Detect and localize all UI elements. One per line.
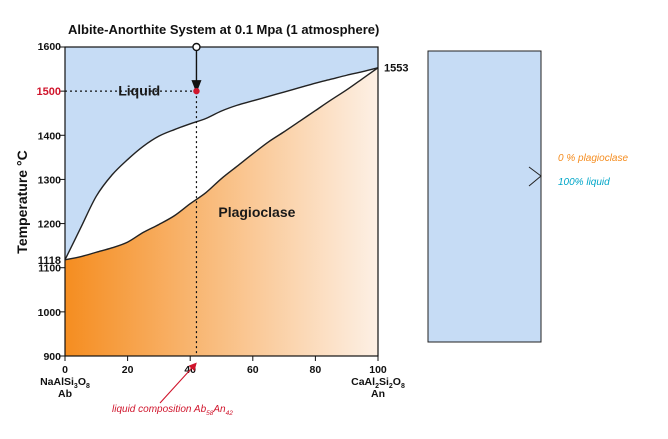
y-tick-label: 1000	[38, 307, 62, 319]
region-label-liquid: Liquid	[118, 83, 160, 99]
y-tick-label: 1400	[38, 130, 62, 142]
x-tick-label: 80	[310, 364, 322, 376]
melting-point-label-right: 1553	[384, 63, 408, 75]
chart-title: Albite-Anorthite System at 0.1 Mpa (1 at…	[68, 22, 379, 37]
legend-plagioclase-percent: 0 % plagioclase	[558, 153, 628, 164]
plot-frame	[64, 46, 379, 357]
annotation-arrow	[159, 362, 197, 404]
y-tick-label: 1200	[38, 219, 62, 231]
endmember-right-formula: CaAl2Si2O8	[351, 376, 405, 390]
endmember-right-abbr: An	[371, 388, 385, 400]
cooling-arrow-head	[191, 80, 202, 94]
x-tick-label: 0	[62, 364, 68, 376]
plagioclase-region	[65, 67, 378, 356]
y-axis-label: Temperature °C	[14, 150, 30, 253]
liquidus-curve	[64, 67, 379, 261]
proportion-bar	[427, 50, 542, 343]
annotation-liquid-composition: liquid composition Ab58An42	[112, 404, 233, 417]
x-tick-label: 20	[122, 364, 134, 376]
legend-leader-line	[528, 166, 542, 187]
region-label-plagioclase: Plagioclase	[218, 204, 295, 220]
y-tick-label: 1100	[38, 263, 61, 275]
endmember-left-abbr: Ab	[58, 388, 72, 400]
composition-marker-point	[193, 87, 200, 95]
legend-liquid-percent: 100% liquid	[558, 177, 610, 188]
endmember-left-formula: NaAlSi3O8	[40, 376, 90, 390]
melting-point-label-left: 1118	[38, 255, 61, 267]
cooling-start-point	[192, 42, 201, 52]
y-tick-label: 900	[43, 351, 61, 363]
liquidus-solidus-gap	[65, 67, 378, 260]
x-tick-label: 100	[369, 364, 387, 376]
x-tick-label: 60	[247, 364, 259, 376]
y-tick-label: 1300	[38, 174, 62, 186]
marker-temperature-label: 1500	[37, 86, 61, 98]
solidus-curve	[64, 67, 379, 261]
y-tick-label: 1600	[38, 41, 62, 53]
